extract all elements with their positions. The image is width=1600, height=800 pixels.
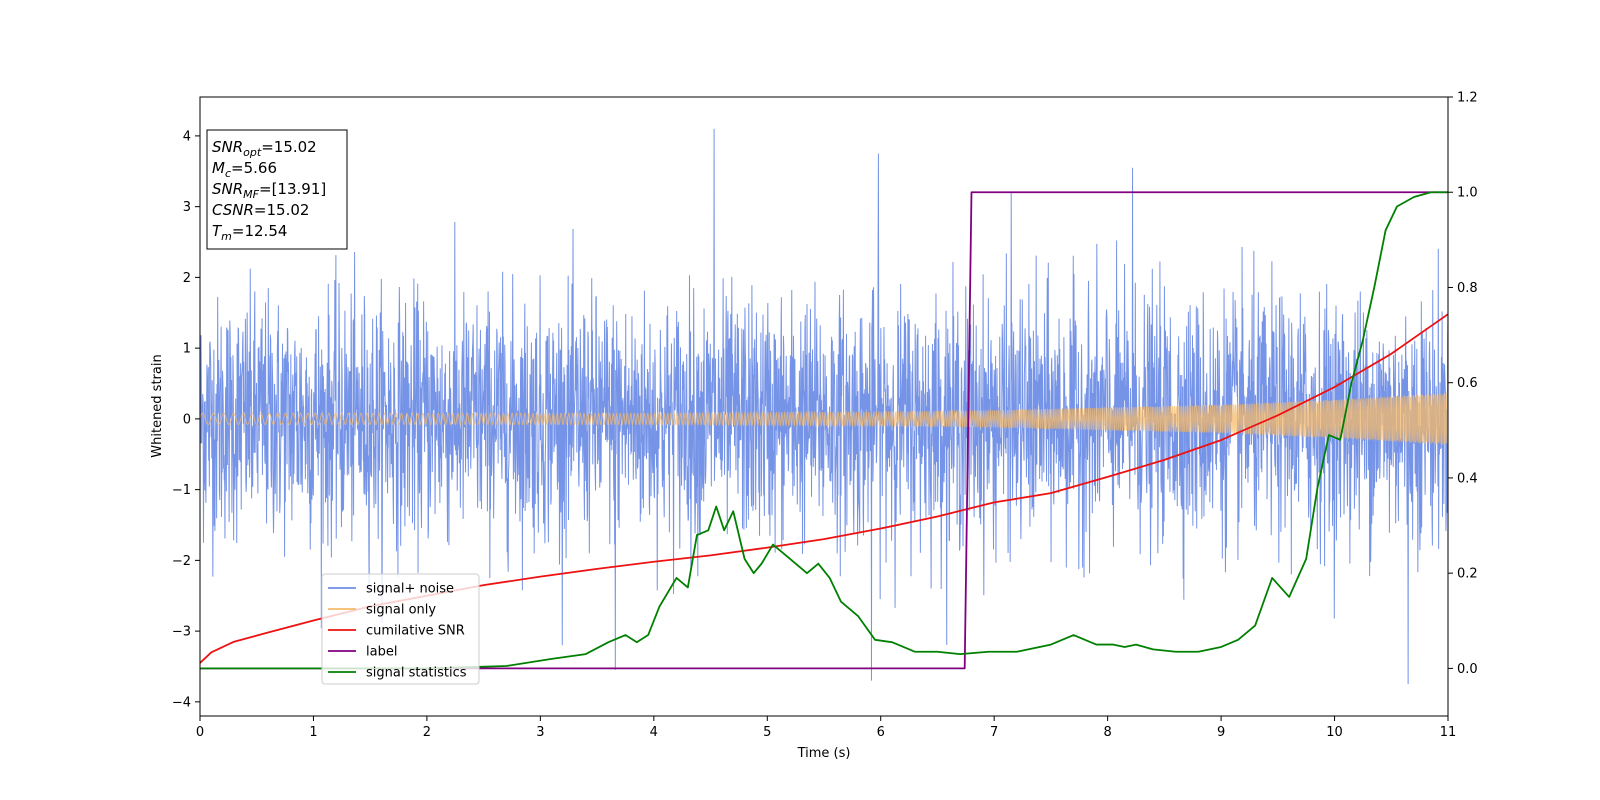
x-axis: 0 1 2 3 4 5 6 7 8 9 10 11 (196, 716, 1456, 740)
y-left-tick-label: 2 (183, 271, 191, 286)
legend-item-label: signal statistics (366, 666, 467, 681)
y-left-tick-label: 3 (183, 200, 191, 215)
y-axis-label: Whitened strain (150, 354, 165, 457)
y-left-tick-label: −2 (172, 554, 191, 569)
y-left-tick-label: −3 (172, 625, 191, 640)
x-tick-label: 2 (423, 725, 431, 740)
y-axis-right: 1.2 1.0 0.8 0.6 0.4 0.2 0.0 (1448, 91, 1478, 677)
y-right-tick-label: 0.6 (1457, 376, 1478, 391)
x-tick-label: 10 (1326, 725, 1343, 740)
series-signal-noise (200, 128, 1448, 685)
legend-item-label: signal+ noise (366, 582, 454, 597)
x-tick-label: 11 (1440, 725, 1457, 740)
x-tick-label: 1 (309, 725, 317, 740)
x-axis-label: Time (s) (797, 746, 851, 761)
x-tick-label: 0 (196, 725, 204, 740)
plot-frame (199, 96, 1449, 717)
legend: signal+ noise signal only cumilative SNR la… (321, 573, 480, 685)
series-cumulative-snr (200, 313, 1448, 664)
x-tick-label: 8 (1103, 725, 1111, 740)
x-tick-label: 3 (536, 725, 544, 740)
x-tick-label: 7 (990, 725, 998, 740)
info-line: Tm=12.54 (212, 222, 287, 243)
x-tick-label: 4 (650, 725, 658, 740)
y-right-tick-label: 0.8 (1457, 281, 1478, 296)
info-box: SNRopt=15.02Mc=5.66SNRMF=[13.91]CSNR=15.… (206, 129, 348, 250)
legend-item-label: cumilative SNR (366, 624, 465, 639)
legend-item-label: signal only (366, 603, 436, 618)
info-line: SNRMF=[13.91] (212, 180, 326, 201)
info-line: SNRopt=15.02 (212, 138, 317, 159)
y-left-tick-label: −1 (172, 483, 191, 498)
y-right-tick-label: 0.2 (1457, 567, 1478, 582)
y-left-tick-label: −4 (172, 695, 191, 710)
y-right-tick-label: 1.0 (1457, 186, 1478, 201)
legend-item-label: label (366, 645, 397, 660)
series-signal-statistics (200, 191, 1448, 670)
x-tick-label: 9 (1217, 725, 1225, 740)
y-right-tick-label: 1.2 (1457, 91, 1478, 106)
y-right-tick-label: 0.4 (1457, 471, 1478, 486)
legend-frame (321, 573, 480, 685)
y-left-tick-label: 1 (183, 342, 191, 357)
y-left-tick-label: 4 (183, 129, 191, 144)
y-left-tick-label: 0 (183, 412, 191, 427)
info-line: CSNR=15.02 (212, 201, 309, 219)
x-tick-label: 6 (877, 725, 885, 740)
x-tick-label: 5 (763, 725, 771, 740)
info-box-frame (206, 129, 348, 250)
series-label (200, 191, 1448, 670)
y-right-tick-label: 0.0 (1457, 662, 1478, 677)
y-axis-left: 4 3 2 1 0 −1 −2 −3 −4 (172, 129, 200, 710)
info-line: Mc=5.66 (212, 159, 277, 180)
plot-series (200, 128, 1448, 685)
